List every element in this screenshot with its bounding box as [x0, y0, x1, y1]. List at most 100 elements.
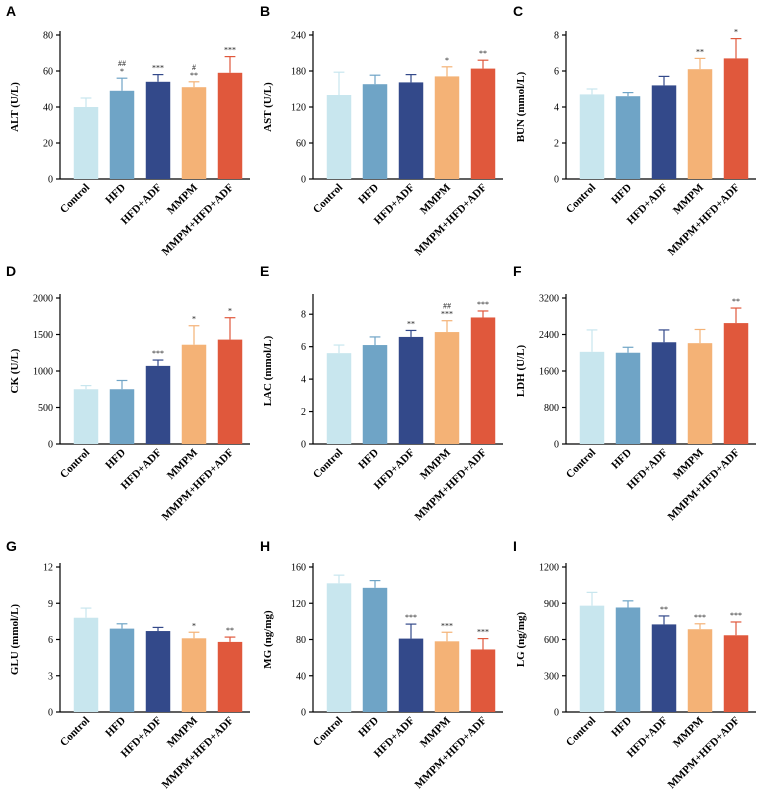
bar-HFD+ADF	[398, 336, 424, 444]
bar-MMPM+HFD+ADF	[470, 649, 496, 712]
x-tick-label: MMPM+HFD+ADF	[160, 181, 237, 258]
y-axis-label: MG (ng/mg)	[262, 610, 274, 669]
y-tick-label: 6	[48, 635, 53, 646]
significance-label: ***	[477, 628, 489, 637]
bar-MMPM	[687, 343, 713, 444]
y-tick-label: 240	[291, 31, 306, 42]
x-tick-label: Control	[311, 715, 345, 749]
significance-label: **	[696, 47, 704, 56]
x-tick-label: MMPM	[165, 714, 201, 750]
significance-label: *	[192, 315, 196, 324]
bar-Control	[579, 351, 605, 444]
bar-MMPM	[181, 638, 207, 712]
y-tick-label: 1200	[539, 563, 559, 574]
significance-label: **	[190, 71, 198, 80]
x-tick-label: MMPM	[671, 181, 707, 217]
y-tick-label: 2400	[539, 330, 559, 341]
x-tick-label: Control	[564, 715, 598, 749]
significance-label: *	[734, 28, 738, 37]
y-axis-label: LDH (U/L)	[515, 345, 527, 398]
significance-label: **	[226, 626, 234, 635]
y-tick-label: 800	[544, 403, 559, 414]
y-axis-label: LG (ng/mg)	[515, 612, 527, 668]
y-tick-label: 160	[291, 563, 306, 574]
bar-HFD+ADF	[145, 631, 171, 712]
bar-MMPM	[181, 87, 207, 179]
bar-HFD+ADF	[398, 638, 424, 712]
x-tick-label: MMPM+HFD+ADF	[666, 446, 743, 523]
y-tick-label: 6	[301, 342, 306, 353]
y-tick-label: 500	[38, 403, 53, 414]
significance-label: ***	[441, 310, 453, 319]
significance-label: *	[228, 307, 232, 316]
significance-label: ***	[152, 64, 164, 73]
y-tick-label: 900	[544, 599, 559, 610]
bar-Control	[326, 583, 352, 712]
bar-MMPM	[434, 332, 460, 444]
significance-label: ***	[441, 621, 453, 630]
y-tick-label: 0	[301, 440, 306, 451]
y-axis-label: BUN (mmol/L)	[515, 71, 527, 142]
y-tick-label: 2	[554, 139, 559, 150]
panel-letter: E	[260, 263, 269, 279]
x-tick-label: Control	[58, 715, 92, 749]
x-tick-label: MMPM+HFD+ADF	[413, 181, 490, 258]
significance-label: ***	[405, 613, 417, 622]
bar-Control	[326, 95, 352, 179]
bar-MMPM+HFD+ADF	[217, 339, 243, 444]
y-tick-label: 8	[301, 310, 306, 321]
x-tick-label: Control	[564, 447, 598, 481]
y-tick-label: 1500	[33, 330, 53, 341]
x-tick-label: HFD	[356, 447, 381, 472]
x-tick-label: MMPM	[165, 446, 201, 482]
y-tick-label: 300	[544, 671, 559, 682]
panel-letter: F	[513, 263, 522, 279]
bar-Control	[73, 389, 99, 444]
panel-letter: C	[513, 3, 523, 19]
bar-MMPM	[434, 76, 460, 179]
y-tick-label: 1600	[539, 367, 559, 378]
bar-HFD+ADF	[398, 82, 424, 179]
x-tick-label: HFD	[103, 715, 128, 740]
significance-label: **	[407, 319, 415, 328]
y-tick-label: 4	[301, 375, 306, 386]
significance-label: ***	[694, 613, 706, 622]
significance-label: *	[445, 56, 449, 65]
bar-HFD	[362, 587, 388, 712]
panel-letter: G	[6, 538, 17, 554]
y-tick-label: 4	[554, 103, 559, 114]
bar-HFD	[615, 607, 641, 712]
bar-HFD+ADF	[651, 624, 677, 712]
significance-label: *	[120, 67, 124, 76]
y-tick-label: 0	[301, 175, 306, 186]
y-tick-label: 0	[554, 440, 559, 451]
y-tick-label: 1000	[33, 367, 53, 378]
y-tick-label: 3200	[539, 294, 559, 305]
bar-Control	[579, 605, 605, 712]
significance-label-hash: ##	[118, 59, 126, 68]
x-tick-label: MMPM+HFD+ADF	[160, 446, 237, 523]
bar-HFD+ADF	[145, 365, 171, 444]
bar-Control	[579, 94, 605, 179]
bar-HFD	[362, 84, 388, 179]
x-tick-label: HFD	[103, 182, 128, 207]
x-tick-label: Control	[311, 182, 345, 216]
y-tick-label: 8	[554, 31, 559, 42]
y-tick-label: 3	[48, 671, 53, 682]
x-tick-label: MMPM+HFD+ADF	[413, 714, 490, 791]
x-tick-label: HFD	[356, 715, 381, 740]
y-axis-label: CK (U/L)	[9, 348, 21, 393]
bar-MMPM+HFD+ADF	[470, 68, 496, 179]
bar-Control	[73, 107, 99, 179]
x-tick-label: MMPM	[418, 446, 454, 482]
x-tick-label: Control	[564, 182, 598, 216]
x-tick-label: HFD	[103, 447, 128, 472]
bar-Control	[326, 353, 352, 444]
